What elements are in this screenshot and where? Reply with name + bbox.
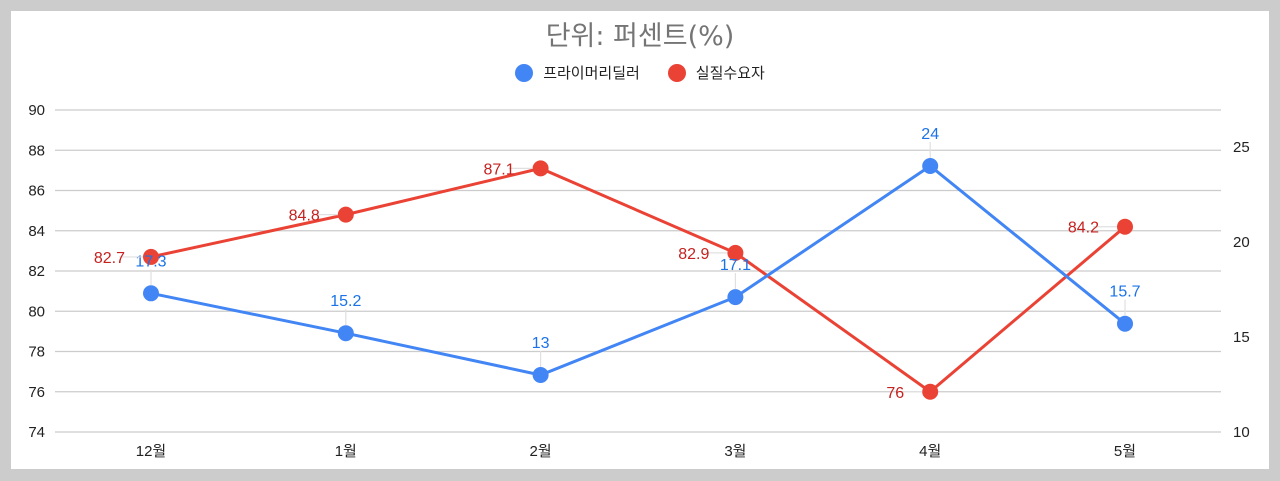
data-label: 87.1 bbox=[483, 161, 514, 178]
data-label: 15.2 bbox=[330, 293, 361, 310]
data-point[interactable] bbox=[143, 248, 159, 265]
legend-label: 실질수요자 bbox=[695, 64, 765, 82]
left-tick-label: 80 bbox=[28, 303, 45, 320]
data-point[interactable] bbox=[532, 160, 549, 177]
left-tick-label: 88 bbox=[28, 142, 45, 159]
chart-panel bbox=[11, 11, 1269, 469]
data-point[interactable] bbox=[922, 158, 939, 174]
left-tick-label: 86 bbox=[28, 183, 45, 200]
series-line bbox=[150, 166, 1126, 394]
x-tick-label: 5월 bbox=[1114, 443, 1136, 460]
left-tick-label: 78 bbox=[28, 344, 45, 361]
data-label: 13 bbox=[532, 335, 550, 352]
data-label: 84.8 bbox=[289, 208, 320, 225]
left-axis: 74 76 78 80 82 84 86 88 90 bbox=[28, 102, 45, 441]
legend-label: 프라이머리딜러 bbox=[543, 64, 640, 82]
data-point[interactable] bbox=[1117, 315, 1133, 332]
legend-dot-icon bbox=[515, 63, 534, 82]
data-point[interactable] bbox=[922, 383, 939, 400]
left-tick-label: 76 bbox=[28, 384, 45, 401]
data-point[interactable] bbox=[532, 367, 549, 383]
data-point[interactable] bbox=[143, 285, 159, 302]
left-tick-label: 90 bbox=[28, 102, 45, 119]
data-label: 82.7 bbox=[94, 250, 125, 267]
legend: 프라이머리딜러 실질수요자 bbox=[0, 62, 1280, 83]
data-label: 76 bbox=[886, 385, 904, 402]
right-axis: 10 15 20 25 bbox=[1233, 139, 1250, 441]
legend-item-primary-dealer[interactable]: 프라이머리딜러 bbox=[515, 62, 640, 83]
data-label: 17.3 bbox=[135, 253, 166, 270]
right-tick-label: 15 bbox=[1233, 329, 1250, 346]
series-line bbox=[150, 164, 1126, 377]
data-point[interactable] bbox=[337, 325, 354, 342]
gridlines bbox=[55, 109, 1221, 433]
series-lines bbox=[143, 158, 1133, 400]
data-label: 82.9 bbox=[678, 246, 709, 263]
left-tick-label: 74 bbox=[28, 424, 45, 441]
x-tick-label: 1월 bbox=[335, 443, 357, 460]
left-tick-label: 84 bbox=[28, 223, 45, 240]
data-label: 84.2 bbox=[1068, 220, 1099, 237]
data-label: 17.1 bbox=[720, 257, 751, 274]
right-tick-label: 20 bbox=[1233, 234, 1250, 251]
left-tick-label: 82 bbox=[28, 263, 45, 280]
x-axis: 12월 1월 2월 3월 4월 5월 bbox=[136, 443, 1136, 460]
data-label: 15.7 bbox=[1109, 284, 1140, 301]
data-point[interactable] bbox=[727, 289, 744, 306]
data-point[interactable] bbox=[337, 206, 354, 223]
x-tick-label: 2월 bbox=[530, 443, 552, 460]
right-tick-label: 10 bbox=[1233, 424, 1250, 441]
data-point[interactable] bbox=[727, 244, 744, 261]
legend-item-real-demand[interactable]: 실질수요자 bbox=[667, 62, 765, 83]
data-label: 24 bbox=[921, 126, 939, 143]
chart-title: 단위: 퍼센트(%) bbox=[545, 21, 735, 52]
x-tick-label: 3월 bbox=[724, 443, 746, 460]
data-labels: 17.3 15.2 13 17.1 24 15.7 82.7 84.8 87.1 82.9 76 84… bbox=[94, 126, 1141, 402]
x-tick-label: 4월 bbox=[919, 443, 941, 460]
x-tick-label: 12월 bbox=[136, 443, 167, 460]
right-tick-label: 25 bbox=[1233, 139, 1250, 156]
data-point[interactable] bbox=[1117, 218, 1133, 235]
legend-dot-icon bbox=[667, 63, 686, 82]
